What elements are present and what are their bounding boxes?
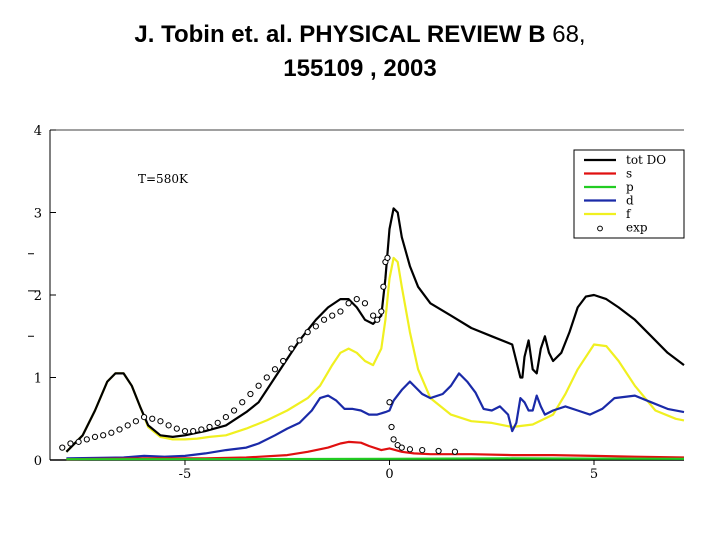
exp-data-point [67, 440, 74, 447]
legend-label-tot-do: tot DO [626, 153, 666, 167]
exp-data-point [380, 283, 387, 290]
exp-data-point [435, 447, 442, 455]
exp-data-point [378, 308, 385, 315]
y-tick-label: 2 [34, 289, 42, 304]
exp-data-point [419, 447, 426, 454]
exp-data-point [304, 329, 311, 336]
exp-data-point [83, 436, 90, 443]
exp-data-point [398, 444, 405, 451]
y-tick-label: 3 [34, 207, 42, 222]
exp-data-point [345, 300, 352, 307]
exp-data-point [75, 438, 82, 445]
exp-data-point [288, 345, 295, 352]
legend-label-p: p [626, 180, 634, 194]
slide-title-line-1: J. Tobin et. al. PHYSICAL REVIEW B 68, [0, 18, 720, 52]
exp-data-point [386, 399, 393, 406]
exp-data-point [296, 337, 303, 344]
x-tick-label: 0 [385, 467, 393, 482]
exp-data-point [337, 308, 344, 315]
series-line-tot-do [65, 207, 685, 453]
exp-data-point [157, 418, 164, 425]
exp-data-point [353, 296, 360, 303]
legend-label-d: d [626, 194, 634, 208]
exp-data-point [230, 407, 238, 414]
exp-data-point [198, 426, 205, 433]
exp-data-point [206, 423, 213, 431]
exp-data-point [247, 390, 254, 398]
exp-data-point [214, 419, 221, 426]
slide-title-line-2: 155109 , 2003 [0, 52, 720, 86]
exp-data-point [116, 426, 123, 433]
slide-title: J. Tobin et. al. PHYSICAL REVIEW B 68, 1… [0, 18, 720, 86]
exp-data-point [406, 446, 414, 453]
legend-label-exp: exp [626, 221, 648, 235]
x-tick-label: 5 [590, 467, 598, 482]
exp-data-point [91, 433, 99, 440]
exp-data-point [271, 366, 279, 373]
series-line-p [66, 457, 685, 461]
exp-data-point [140, 414, 148, 421]
citation-text: J. Tobin et. al. PHYSICAL REVIEW B [134, 21, 546, 48]
exp-data-point [312, 323, 319, 330]
x-tick-label: -5 [179, 467, 192, 482]
y-tick-label: 1 [34, 372, 42, 387]
exp-data-point [361, 300, 369, 307]
exp-data-point [190, 428, 197, 435]
exp-data-point [451, 448, 459, 455]
legend-swatch-exp [597, 225, 603, 232]
exp-data-point [165, 422, 172, 429]
exp-data-point [149, 415, 156, 422]
exp-data-point [388, 423, 395, 431]
exp-data-point [320, 316, 328, 323]
exp-data-point [374, 316, 381, 323]
legend-label-f: f [626, 207, 632, 221]
citation-volume: 68, [545, 21, 586, 48]
exp-data-point [100, 432, 107, 439]
exp-data-point [222, 414, 229, 421]
exp-data-point [255, 382, 262, 389]
series-line-s [66, 440, 685, 461]
exp-data-point [132, 418, 139, 425]
series-line-d [66, 372, 685, 460]
citation-pages-year: 155109 , 2003 [283, 55, 437, 82]
exp-data-point [173, 425, 180, 432]
legend-label-s: s [626, 167, 632, 181]
exp-data-point [239, 399, 246, 406]
y-tick-label: 0 [34, 454, 42, 469]
exp-data-point [384, 254, 391, 261]
exp-data-point [390, 436, 397, 443]
exp-data-point [280, 357, 287, 365]
exp-data-point [181, 428, 189, 435]
exp-data-point [263, 374, 270, 381]
exp-data-point [108, 429, 115, 436]
exp-data-point [124, 422, 131, 429]
legend-box [573, 149, 685, 239]
temperature-annotation: T=580K [138, 172, 189, 186]
series-line-f [65, 256, 685, 453]
y-tick-label: 4 [34, 124, 42, 139]
exp-data-point [59, 444, 66, 451]
exp-data-point [329, 312, 336, 319]
exp-data-point [370, 312, 377, 319]
